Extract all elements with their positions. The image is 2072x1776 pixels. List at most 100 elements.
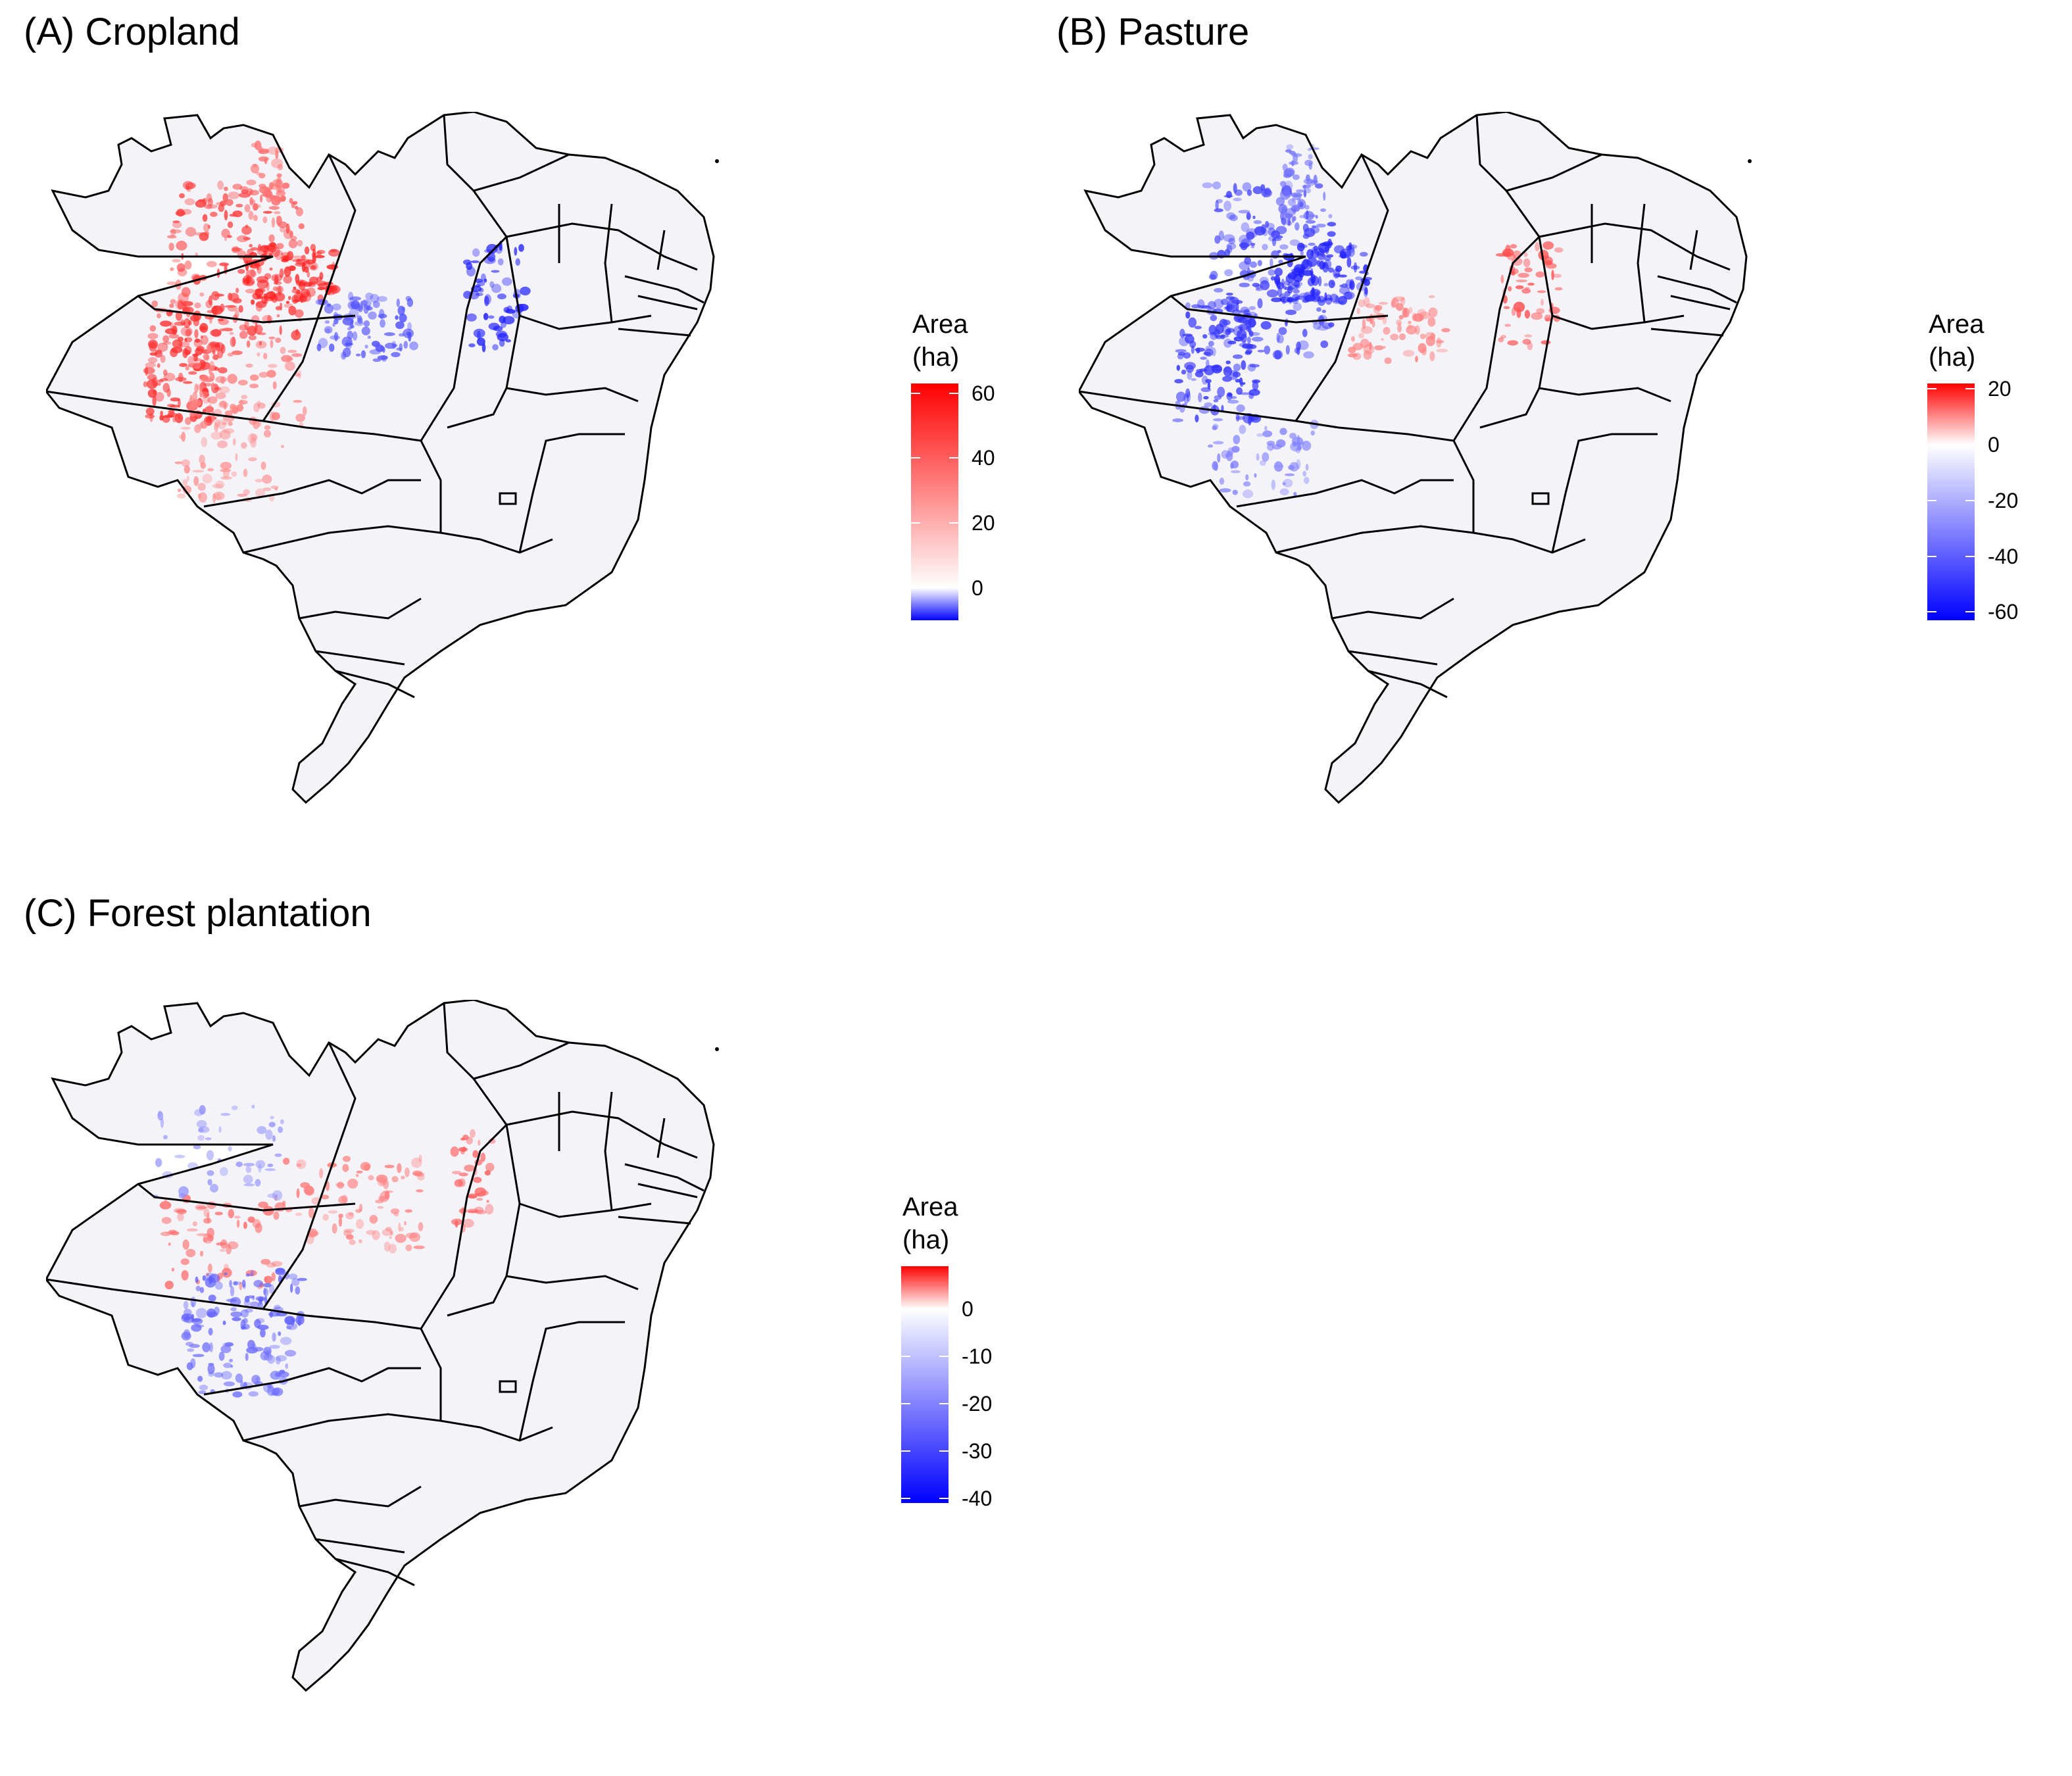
change-pixel (185, 337, 193, 343)
change-pixel (399, 343, 403, 352)
change-pixel (269, 1344, 280, 1349)
change-pixel (272, 381, 277, 389)
change-pixel (207, 399, 210, 403)
change-pixel (220, 1113, 231, 1116)
change-pixel (1212, 418, 1223, 422)
change-pixel (208, 1327, 213, 1336)
change-pixel (183, 381, 193, 384)
colorbar-tick-mark (949, 457, 958, 459)
change-pixel (228, 1146, 232, 1152)
change-pixel (218, 367, 228, 374)
change-pixel (274, 1153, 282, 1157)
change-pixel (247, 248, 254, 255)
change-pixel (236, 235, 249, 243)
change-pixel (236, 1219, 240, 1228)
change-pixel (1320, 208, 1327, 212)
change-pixel (269, 195, 276, 200)
state-border (420, 1328, 442, 1421)
change-pixel (250, 437, 257, 448)
change-pixel (215, 493, 222, 501)
change-pixel (375, 1199, 384, 1204)
change-pixel (253, 1279, 263, 1288)
change-pixel (1219, 334, 1229, 338)
change-pixel (227, 305, 238, 312)
change-pixel (272, 179, 282, 187)
change-pixel (1241, 222, 1250, 232)
change-pixel (201, 391, 209, 399)
change-pixel (1175, 391, 1186, 402)
change-pixel (175, 310, 182, 321)
change-pixel (223, 1381, 235, 1387)
change-pixel (1262, 243, 1268, 251)
change-pixel (1350, 265, 1360, 270)
change-pixel (1274, 275, 1281, 285)
change-pixel (207, 396, 218, 404)
change-pixel (1233, 183, 1237, 193)
change-pixel (176, 493, 186, 499)
change-pixel (1348, 347, 1356, 354)
change-pixel (1274, 267, 1283, 276)
change-pixel (193, 339, 203, 347)
state-border (262, 420, 422, 442)
state-border (335, 1558, 415, 1587)
change-pixel (1303, 185, 1307, 191)
change-pixel (352, 331, 358, 341)
change-pixel (280, 445, 285, 449)
change-pixel (1256, 287, 1260, 291)
change-pixel (346, 1234, 354, 1240)
change-pixel (203, 353, 210, 360)
change-pixel (249, 243, 253, 248)
legend-title: Area (ha) (912, 308, 968, 374)
change-pixel (1289, 253, 1293, 257)
change-pixel (232, 1391, 243, 1398)
change-pixel (273, 281, 282, 285)
change-pixel (218, 401, 229, 408)
change-pixel (1302, 328, 1308, 337)
change-pixel (472, 248, 480, 257)
change-pixel (229, 332, 234, 335)
change-pixel (212, 305, 218, 316)
change-pixel (1428, 307, 1438, 318)
change-pixel (478, 1139, 481, 1146)
change-pixel (1320, 340, 1329, 348)
change-pixel (243, 1318, 248, 1324)
change-pixel (385, 343, 396, 349)
change-pixel (1208, 341, 1214, 347)
change-pixel (185, 329, 192, 337)
change-pixel (1360, 251, 1368, 257)
change-pixel (267, 1387, 276, 1396)
change-pixel (224, 1342, 234, 1347)
change-pixel (248, 335, 257, 341)
change-pixel (502, 277, 512, 286)
change-pixel (251, 247, 259, 251)
change-pixel (1264, 187, 1271, 196)
change-pixel (281, 259, 289, 262)
change-pixel (184, 318, 191, 328)
change-pixel (257, 264, 262, 274)
change-pixel (1214, 208, 1223, 212)
change-pixel (285, 1363, 289, 1369)
change-pixel (257, 352, 260, 357)
change-pixel (180, 326, 193, 337)
change-pixel (1215, 199, 1219, 210)
change-pixel (495, 330, 507, 338)
colorbar-tick-label: 40 (972, 446, 995, 470)
change-pixel (1337, 295, 1348, 305)
change-pixel (314, 255, 325, 259)
change-pixel (1282, 220, 1286, 226)
change-pixel (187, 356, 195, 365)
change-pixel (1271, 237, 1277, 247)
change-pixel (1306, 257, 1318, 267)
change-pixel (1403, 307, 1410, 318)
change-pixel (224, 186, 228, 191)
change-pixel (274, 195, 283, 203)
change-pixel (311, 252, 316, 258)
change-pixel (268, 364, 278, 368)
change-pixel (253, 214, 258, 222)
change-pixel (257, 1301, 264, 1309)
change-pixel (484, 1170, 491, 1176)
change-pixel (1227, 340, 1237, 345)
state-border (262, 1042, 357, 1310)
change-pixel (310, 265, 316, 270)
change-pixel (355, 1219, 364, 1229)
